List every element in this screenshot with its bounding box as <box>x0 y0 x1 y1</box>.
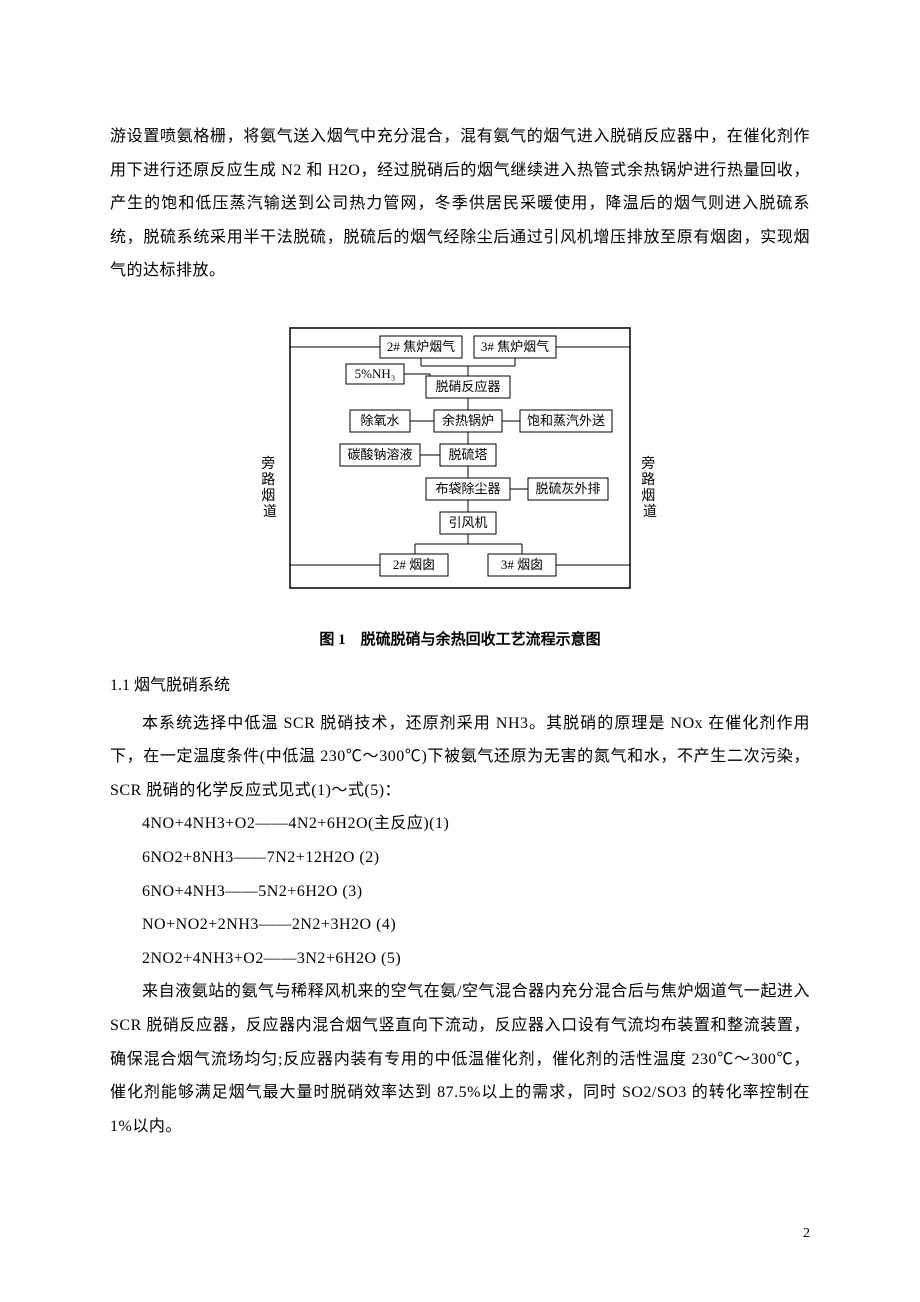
node-deox-label: 除氧水 <box>360 413 399 428</box>
node-desulf-label: 脱硫塔 <box>448 447 487 462</box>
equation-4: NO+NO2+2NH3——2N2+3H2O (4) <box>110 908 810 942</box>
equation-2: 6NO2+8NH3——7N2+12H2O (2) <box>110 841 810 875</box>
page-number: 2 <box>803 1226 810 1242</box>
side-left-label: 旁 路 烟 道 <box>261 455 279 520</box>
node-stack3-label: 3# 烟囱 <box>501 557 543 572</box>
node-bag-label: 布袋除尘器 <box>435 481 500 496</box>
node-fan-label: 引风机 <box>448 515 487 530</box>
flowchart-svg: 2# 焦炉烟气 3# 焦炉烟气 5%NH₃ 脱硝反应器 除氧水 余热锅炉 饱和蒸… <box>250 318 670 618</box>
paragraph-scr-detail: 来自液氨站的氨气与稀释风机来的空气在氨/空气混合器内充分混合后与焦炉烟道气一起进… <box>110 975 810 1143</box>
equation-1: 4NO+4NH3+O2——4N2+6H2O(主反应)(1) <box>110 807 810 841</box>
node-soda-label: 碳酸钠溶液 <box>347 447 412 462</box>
flowchart-container: 2# 焦炉烟气 3# 焦炉烟气 5%NH₃ 脱硝反应器 除氧水 余热锅炉 饱和蒸… <box>110 318 810 618</box>
node-stack2-label: 2# 烟囱 <box>393 557 435 572</box>
node-steam-label: 饱和蒸汽外送 <box>527 413 605 428</box>
side-right-label: 旁 路 烟 道 <box>641 455 659 520</box>
node-scr-label: 脱硝反应器 <box>435 379 500 394</box>
node-flue3-label: 3# 焦炉烟气 <box>481 339 549 354</box>
equation-3: 6NO+4NH3——5N2+6H2O (3) <box>110 875 810 909</box>
node-ash-label: 脱硫灰外排 <box>535 481 600 496</box>
node-boiler-label: 余热锅炉 <box>442 413 494 428</box>
section-1-1-title: 1.1 烟气脱硝系统 <box>110 669 810 703</box>
diagram-caption: 图 1 脱硫脱硝与余热回收工艺流程示意图 <box>110 628 810 649</box>
equation-5: 2NO2+4NH3+O2——3N2+6H2O (5) <box>110 942 810 976</box>
node-flue2-label: 2# 焦炉烟气 <box>387 339 455 354</box>
paragraph-intro: 游设置喷氨格栅，将氨气送入烟气中充分混合，混有氨气的烟气进入脱硝反应器中，在催化… <box>110 120 810 288</box>
node-nh3-label: 5%NH₃ <box>355 366 396 381</box>
paragraph-scr-intro: 本系统选择中低温 SCR 脱硝技术，还原剂采用 NH3。其脱硝的原理是 NOx … <box>110 707 810 808</box>
